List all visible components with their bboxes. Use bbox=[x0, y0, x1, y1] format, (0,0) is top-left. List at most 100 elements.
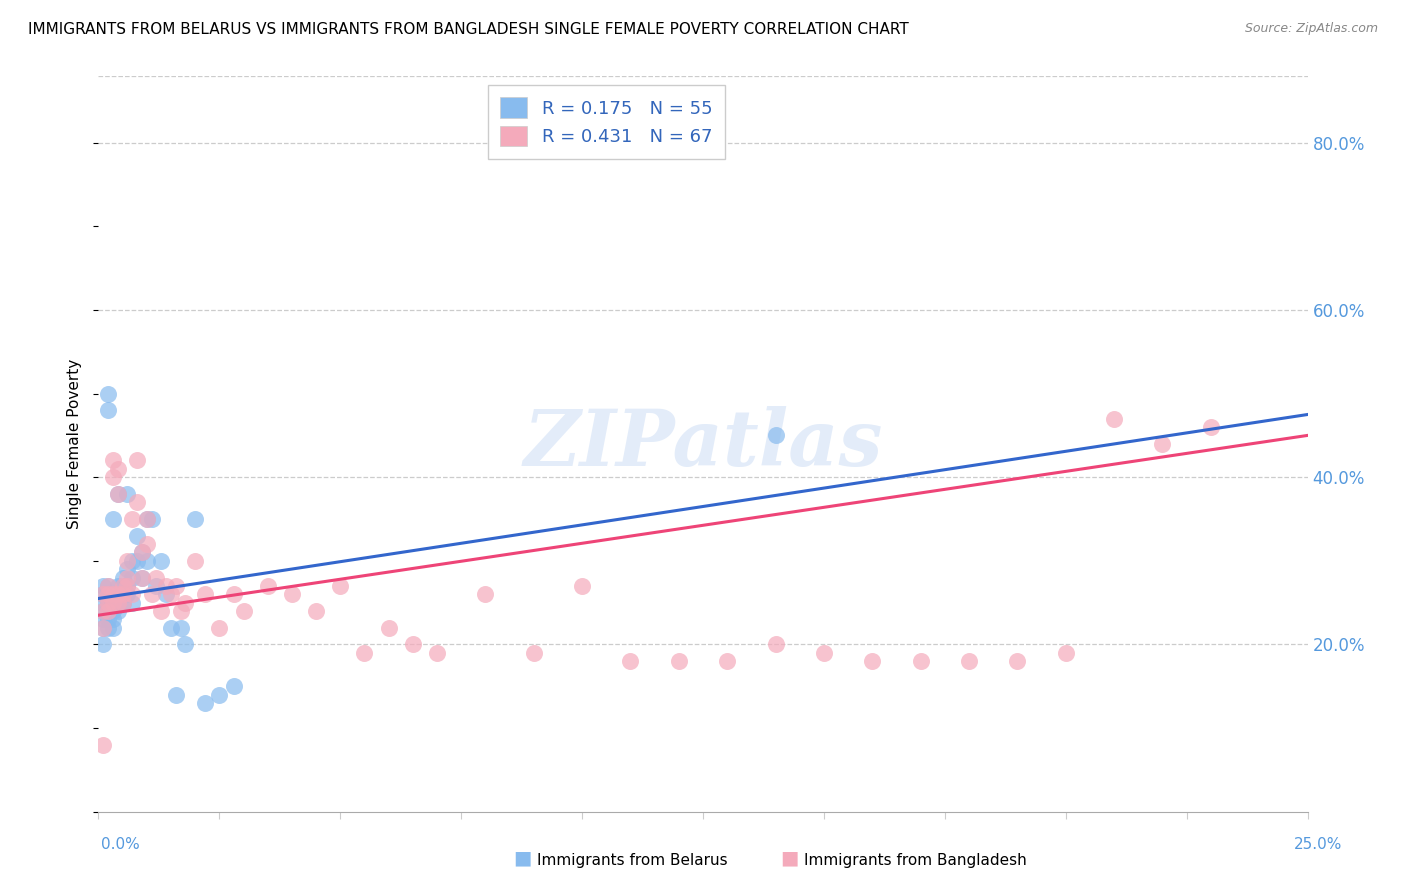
Point bbox=[111, 587, 134, 601]
Point bbox=[97, 587, 120, 601]
Point bbox=[107, 462, 129, 476]
Point bbox=[97, 386, 120, 401]
Point bbox=[131, 545, 153, 559]
Text: Source: ZipAtlas.com: Source: ZipAtlas.com bbox=[1244, 22, 1378, 36]
Point bbox=[127, 495, 149, 509]
Point bbox=[194, 696, 217, 710]
Point bbox=[91, 604, 114, 618]
Point bbox=[145, 571, 167, 585]
Point bbox=[117, 554, 139, 568]
Point bbox=[97, 403, 120, 417]
Point bbox=[97, 579, 120, 593]
Point bbox=[97, 604, 120, 618]
Point bbox=[97, 596, 120, 610]
Point bbox=[101, 587, 124, 601]
Point bbox=[150, 554, 173, 568]
Text: 0.0%: 0.0% bbox=[101, 838, 141, 852]
Point bbox=[101, 453, 124, 467]
Point bbox=[107, 596, 129, 610]
Point bbox=[155, 579, 177, 593]
Point bbox=[91, 604, 114, 618]
Point bbox=[91, 621, 114, 635]
Point bbox=[111, 596, 134, 610]
Point bbox=[222, 679, 245, 693]
Point bbox=[305, 604, 328, 618]
Point bbox=[107, 579, 129, 593]
Point bbox=[131, 571, 153, 585]
Point bbox=[107, 487, 129, 501]
Point bbox=[377, 621, 399, 635]
Point bbox=[194, 587, 217, 601]
Point bbox=[281, 587, 304, 601]
Point bbox=[329, 579, 352, 593]
Point bbox=[111, 579, 134, 593]
Point bbox=[174, 637, 197, 651]
Point bbox=[668, 654, 690, 668]
Point bbox=[121, 596, 143, 610]
Point bbox=[208, 621, 231, 635]
Point bbox=[127, 453, 149, 467]
Point bbox=[208, 688, 231, 702]
Point bbox=[117, 487, 139, 501]
Point bbox=[101, 604, 124, 618]
Point bbox=[523, 646, 546, 660]
Point bbox=[121, 571, 143, 585]
Point bbox=[135, 512, 157, 526]
Point bbox=[145, 579, 167, 593]
Point bbox=[184, 512, 207, 526]
Point bbox=[121, 554, 143, 568]
Point bbox=[135, 512, 157, 526]
Point bbox=[165, 579, 187, 593]
Point bbox=[117, 571, 139, 585]
Point bbox=[107, 587, 129, 601]
Point bbox=[101, 587, 124, 601]
Point bbox=[402, 637, 425, 651]
Point bbox=[101, 470, 124, 484]
Point bbox=[910, 654, 932, 668]
Legend: R = 0.175   N = 55, R = 0.431   N = 67: R = 0.175 N = 55, R = 0.431 N = 67 bbox=[488, 85, 725, 159]
Point bbox=[1007, 654, 1029, 668]
Text: Immigrants from Belarus: Immigrants from Belarus bbox=[537, 854, 728, 868]
Point bbox=[91, 587, 114, 601]
Point bbox=[91, 579, 114, 593]
Point bbox=[160, 587, 183, 601]
Point bbox=[101, 612, 124, 626]
Point bbox=[91, 612, 114, 626]
Point bbox=[765, 428, 787, 442]
Point bbox=[1054, 646, 1077, 660]
Point bbox=[150, 604, 173, 618]
Point bbox=[91, 738, 114, 752]
Point bbox=[135, 537, 157, 551]
Text: 25.0%: 25.0% bbox=[1295, 838, 1343, 852]
Point bbox=[97, 596, 120, 610]
Point bbox=[155, 587, 177, 601]
Point bbox=[121, 587, 143, 601]
Text: ■: ■ bbox=[513, 848, 531, 867]
Point bbox=[101, 512, 124, 526]
Point bbox=[813, 646, 835, 660]
Point bbox=[765, 637, 787, 651]
Point bbox=[107, 587, 129, 601]
Text: Immigrants from Bangladesh: Immigrants from Bangladesh bbox=[804, 854, 1026, 868]
Point bbox=[716, 654, 738, 668]
Point bbox=[117, 562, 139, 576]
Point bbox=[111, 596, 134, 610]
Point bbox=[111, 571, 134, 585]
Point bbox=[957, 654, 980, 668]
Text: ■: ■ bbox=[780, 848, 799, 867]
Point bbox=[101, 596, 124, 610]
Point bbox=[101, 621, 124, 635]
Point bbox=[91, 596, 114, 610]
Point bbox=[571, 579, 593, 593]
Point bbox=[619, 654, 641, 668]
Point bbox=[353, 646, 375, 660]
Point bbox=[117, 587, 139, 601]
Point bbox=[111, 579, 134, 593]
Point bbox=[160, 621, 183, 635]
Point bbox=[97, 621, 120, 635]
Point bbox=[131, 545, 153, 559]
Point bbox=[127, 554, 149, 568]
Point bbox=[97, 587, 120, 601]
Point bbox=[121, 512, 143, 526]
Point bbox=[222, 587, 245, 601]
